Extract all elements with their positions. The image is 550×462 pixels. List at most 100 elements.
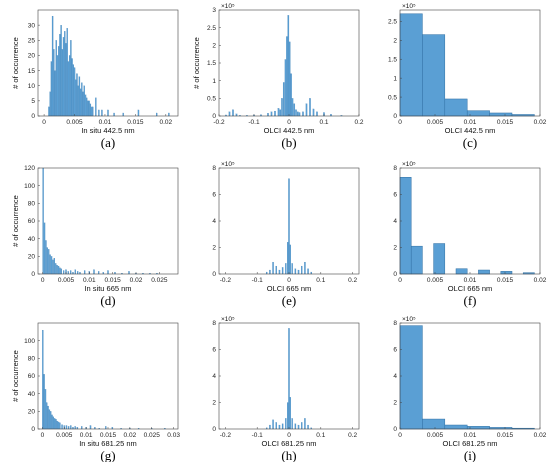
x-tick-label: 0 (287, 432, 291, 439)
histogram-bar (60, 268, 62, 275)
histogram-bar (232, 109, 234, 117)
histogram-bar (45, 240, 47, 275)
histogram-bar (297, 269, 300, 275)
y-exponent-label: ×10⁵ (402, 161, 416, 168)
histogram-bar (287, 402, 289, 430)
x-tick-label: 0.015 (100, 432, 117, 439)
panel-label: (e) (282, 293, 296, 308)
y-tick-label: 60 (28, 218, 36, 225)
histogram-bar (58, 46, 60, 117)
histogram-bar (79, 88, 82, 117)
y-exponent-label: ×10⁵ (402, 3, 416, 10)
histogram-bar (105, 426, 107, 430)
histogram-bar (316, 111, 318, 117)
x-axis-label: OLCI 442.5 nm (445, 126, 496, 135)
histogram-bar (72, 64, 74, 117)
x-tick-label: 0.015 (127, 119, 144, 126)
histogram-bar (288, 328, 290, 430)
y-exponent-label: ×10⁵ (221, 3, 235, 10)
y-tick-label: 20 (28, 254, 36, 261)
panel-label: (i) (464, 448, 476, 462)
histogram-bar (44, 389, 47, 430)
x-tick-label: 0.02 (534, 119, 547, 126)
histogram-bar (66, 28, 68, 117)
y-tick-label: 0 (31, 426, 35, 433)
histogram-bar (302, 111, 304, 117)
axis-frame (37, 322, 179, 430)
x-tick-label: 0 (42, 119, 46, 126)
histogram-panel: 0 0.005 0.01 0.015 0.02 0.025 0 20 40 60 80 100 120 I… (11, 165, 179, 308)
histogram-bar (278, 269, 281, 275)
histogram-bar (455, 268, 468, 275)
x-tick-label: 0.01 (99, 119, 112, 126)
y-tick-label: 2.5 (388, 19, 397, 26)
histogram-bar (90, 106, 93, 117)
x-tick-label: 0.02 (534, 432, 547, 439)
histogram-bar (305, 103, 308, 117)
y-tick-label: 2 (212, 245, 216, 252)
panel-label: (d) (100, 293, 115, 308)
histogram-bar (53, 258, 55, 275)
histogram-bar (289, 244, 291, 275)
histogram-bar (84, 94, 87, 117)
x-tick-label: 0.02 (124, 432, 137, 439)
x-tick-label: 0.005 (427, 432, 444, 439)
histogram-bar (50, 256, 53, 275)
histogram-bar (107, 109, 109, 117)
histogram-bar (298, 112, 301, 117)
histogram-bar (53, 49, 55, 117)
histogram-bar (304, 261, 306, 275)
histogram-bar (57, 421, 60, 430)
x-axis-label: In situ 681.25 nm (79, 439, 137, 448)
histogram-bar (128, 271, 130, 275)
histogram-bar (399, 325, 423, 430)
histogram-bar (278, 424, 281, 430)
y-tick-label: 25 (28, 37, 36, 44)
x-tick-label: 0.01 (80, 432, 93, 439)
y-axis-label: # of occurrence (11, 195, 20, 247)
histogram-bar (89, 425, 92, 430)
x-tick-label: 0.02 (159, 119, 172, 126)
x-tick-label: 0 (41, 432, 45, 439)
y-exponent-label: ×10⁵ (221, 316, 235, 323)
histogram-bar (89, 103, 92, 117)
histogram-bar (478, 269, 490, 275)
histogram-bar (70, 270, 72, 275)
histogram-bar (272, 261, 274, 275)
histogram-bar (294, 268, 297, 275)
histogram-bar (286, 36, 288, 117)
histogram-bar (67, 426, 70, 430)
x-tick-label: 0.005 (56, 432, 73, 439)
y-tick-label: 5 (31, 98, 35, 105)
y-tick-label: 20 (28, 409, 36, 416)
histogram-bar (301, 265, 303, 275)
histogram-bar (67, 61, 70, 117)
histogram-panel: -0.2 -0.1 0 0.1 0.2 0 0.5 1 1.5 2 2.5 3 ×10⁵ OLCI 442… (192, 3, 364, 150)
y-tick-label: 60 (28, 373, 36, 380)
histogram-bar (71, 58, 73, 117)
histogram-bar (297, 424, 300, 430)
histogram-bar (295, 109, 297, 117)
panel-label: (c) (463, 135, 477, 150)
histogram-bar (50, 411, 52, 430)
y-tick-label: 0.5 (207, 96, 216, 103)
y-tick-label: 4 (393, 373, 397, 380)
x-tick-label: 0 (398, 119, 402, 126)
histogram-bar (272, 419, 274, 430)
histogram-bar (287, 15, 290, 117)
x-tick-label: 0.005 (58, 277, 75, 284)
x-tick-label: 0.02 (130, 277, 143, 284)
histogram-bar (42, 167, 44, 275)
x-tick-label: 0.005 (66, 119, 83, 126)
y-tick-label: 1.5 (207, 60, 216, 67)
histogram-bar (228, 111, 231, 117)
histogram-bar (77, 85, 79, 117)
x-tick-label: 0 (398, 277, 402, 284)
histogram-bar (270, 111, 273, 117)
y-tick-label: 8 (393, 320, 397, 327)
histogram-bar (60, 25, 62, 117)
histogram-bar (399, 13, 423, 117)
histogram-bar (82, 91, 84, 117)
histogram-bar (52, 416, 54, 430)
x-tick-label: -0.1 (252, 432, 264, 439)
